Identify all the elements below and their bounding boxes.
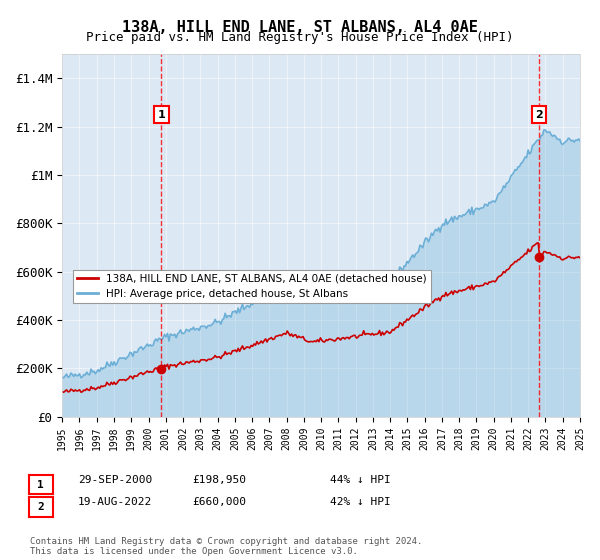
- Text: 1: 1: [158, 110, 166, 120]
- Text: 138A, HILL END LANE, ST ALBANS, AL4 0AE: 138A, HILL END LANE, ST ALBANS, AL4 0AE: [122, 20, 478, 35]
- Text: 42% ↓ HPI: 42% ↓ HPI: [330, 497, 391, 507]
- Text: Contains HM Land Registry data © Crown copyright and database right 2024.: Contains HM Land Registry data © Crown c…: [30, 538, 422, 547]
- Text: This data is licensed under the Open Government Licence v3.0.: This data is licensed under the Open Gov…: [30, 548, 358, 557]
- Legend: 138A, HILL END LANE, ST ALBANS, AL4 0AE (detached house), HPI: Average price, de: 138A, HILL END LANE, ST ALBANS, AL4 0AE …: [73, 269, 431, 303]
- Text: £198,950: £198,950: [192, 475, 246, 485]
- Text: 19-AUG-2022: 19-AUG-2022: [78, 497, 152, 507]
- Text: 44% ↓ HPI: 44% ↓ HPI: [330, 475, 391, 485]
- Text: Price paid vs. HM Land Registry's House Price Index (HPI): Price paid vs. HM Land Registry's House …: [86, 31, 514, 44]
- Text: 29-SEP-2000: 29-SEP-2000: [78, 475, 152, 485]
- Text: £660,000: £660,000: [192, 497, 246, 507]
- Text: 1: 1: [37, 480, 44, 489]
- Text: 2: 2: [37, 502, 44, 512]
- Text: 2: 2: [535, 110, 543, 120]
